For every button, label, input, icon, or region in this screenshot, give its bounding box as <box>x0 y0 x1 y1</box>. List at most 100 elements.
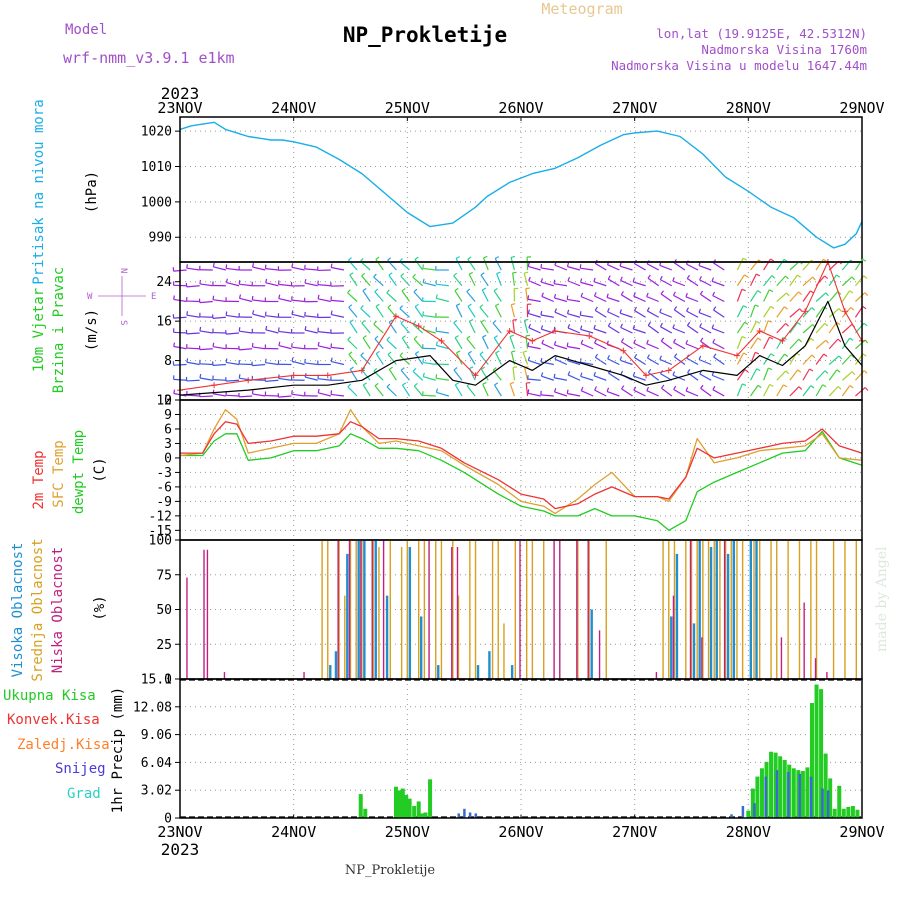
wind-barb <box>330 299 344 303</box>
pressure-panel: 990 1000 1010 1020 <box>141 116 863 263</box>
wind-barb <box>659 358 673 366</box>
wind-barb-feather <box>482 381 487 385</box>
wind-barb-feather <box>686 321 691 326</box>
wind-barb <box>455 305 463 318</box>
y-tick-label: 1010 <box>141 160 172 175</box>
wind-barb <box>854 370 865 381</box>
wind-barb <box>493 337 502 350</box>
wind-barb-feather <box>579 264 582 269</box>
wind-barb <box>841 337 851 350</box>
wind-barb <box>855 292 866 302</box>
wind-barb-feather <box>812 276 816 281</box>
precip-bar-snow <box>826 790 830 818</box>
wind-barb-feather <box>566 342 569 347</box>
wind-barb-feather <box>838 308 842 312</box>
wind-barb-feather <box>810 337 815 342</box>
y-tick-label: 12 <box>156 394 172 409</box>
wind-barb <box>467 258 476 271</box>
wind-barb-feather <box>509 334 514 338</box>
wind-barb <box>802 324 814 334</box>
wind-barb-feather <box>673 306 678 311</box>
wind-barb <box>541 342 555 350</box>
wind-barb-feather <box>633 339 637 344</box>
wind-barb-feather <box>251 342 254 348</box>
wind-barb-feather <box>742 383 747 387</box>
precip-bar-total <box>746 810 751 818</box>
wind-barb <box>660 373 673 381</box>
precip-bar-total <box>823 753 828 818</box>
wind-barb-feather <box>415 350 420 355</box>
wind-barb-feather <box>186 358 189 363</box>
wind-barb <box>331 360 345 366</box>
precip-bar-snow <box>787 771 790 818</box>
wind-barb <box>422 282 436 287</box>
wind-barb <box>373 276 384 287</box>
wind-barb <box>686 277 699 287</box>
wind-barb <box>386 339 397 350</box>
wind-barb-feather <box>252 310 255 315</box>
wind-barb <box>713 309 725 318</box>
wind-barb <box>265 268 279 271</box>
wind-barb-feather <box>864 292 869 296</box>
wind-barb <box>763 320 769 334</box>
wind-barb-feather <box>173 389 176 394</box>
wind-barb-feather <box>349 366 354 370</box>
wind-barb-feather <box>700 337 704 342</box>
wind-barb-feather <box>512 271 517 274</box>
wind-barb-feather <box>413 335 418 340</box>
date-tick-bottom: 29NOV <box>839 823 884 841</box>
wind-barb-feather <box>566 309 570 314</box>
credit-label: made by Angel <box>874 546 890 652</box>
wind-barb-feather <box>593 371 596 377</box>
wind-barb <box>361 322 371 334</box>
wind-barb <box>528 265 541 271</box>
wind-barb <box>388 321 397 334</box>
wind-barb-feather <box>685 339 689 345</box>
wind-barb <box>347 386 358 397</box>
wind-barb <box>647 277 660 287</box>
wind-barb <box>435 283 449 287</box>
wind-barb-feather <box>494 256 500 260</box>
wind-barb-feather <box>467 303 472 307</box>
wind-barb-feather <box>606 293 609 298</box>
wind-barb-feather <box>811 354 816 359</box>
wind-barb-feather <box>375 350 380 355</box>
wind-barb <box>567 313 581 318</box>
wind-barb <box>828 369 838 381</box>
wind-barb-feather <box>466 288 471 293</box>
wind-barb <box>375 353 384 365</box>
precip-label-frozen: Zaledj.Kisa <box>17 737 110 753</box>
wind-barb-feather <box>412 368 417 372</box>
wind-barb <box>524 367 529 381</box>
wind-barb <box>278 297 292 303</box>
wind-barb-feather <box>771 275 776 279</box>
wind-barb <box>482 257 489 271</box>
wind-barb-feather <box>454 287 459 292</box>
wind-barb <box>647 324 660 334</box>
wind-barb <box>841 290 851 302</box>
wind-barb <box>278 395 292 398</box>
wind-barb-feather <box>699 290 704 295</box>
wind-barb-feather <box>173 342 176 347</box>
wind-barb-feather <box>621 385 625 390</box>
wind-barb <box>763 275 773 287</box>
wind-barb <box>672 327 686 334</box>
wind-barb-feather <box>435 374 438 379</box>
pressure-line <box>179 121 863 249</box>
wind-barb-feather <box>480 319 485 323</box>
wind-barb <box>278 283 292 287</box>
wind-barb <box>619 312 633 318</box>
precip-bar-snow <box>474 813 478 818</box>
wind-barb-feather <box>673 353 678 358</box>
wind-barb <box>841 371 853 381</box>
precip-bar-total <box>363 808 368 818</box>
wind-barb-feather <box>743 352 748 356</box>
precip-bar-snow <box>730 814 733 818</box>
wind-barb-feather <box>386 383 391 388</box>
wind-barb-feather <box>594 353 599 358</box>
wind-barb <box>212 363 226 367</box>
wind-barb <box>186 314 200 318</box>
temp-ylabel-2m: 2m Temp <box>31 450 47 509</box>
wind-barb-feather <box>361 320 366 324</box>
altitude-label: Nadmorska Visina 1760m <box>701 42 867 57</box>
